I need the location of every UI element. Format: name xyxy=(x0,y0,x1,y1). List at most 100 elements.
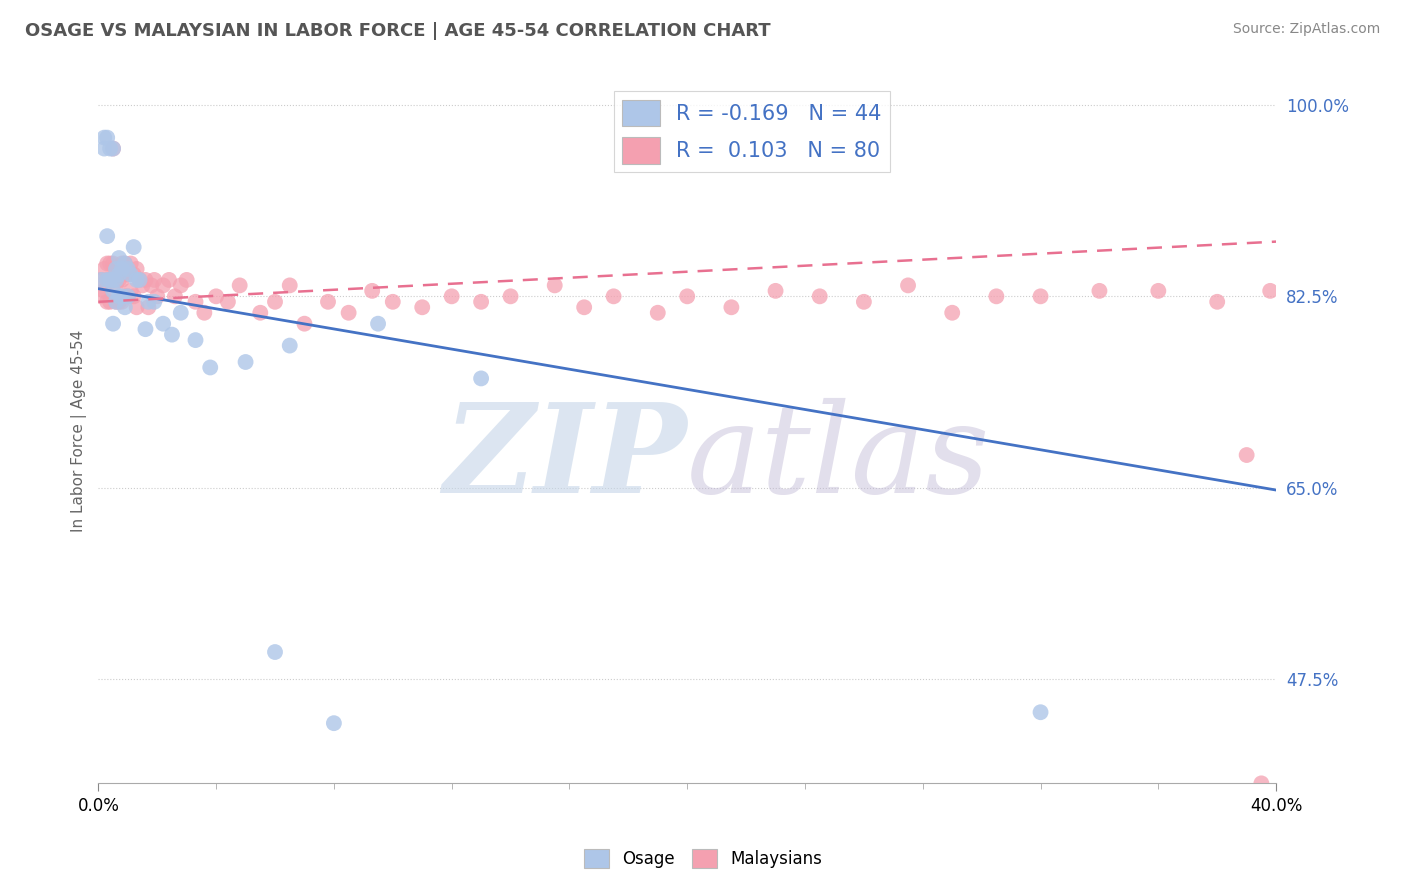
Point xyxy=(152,317,174,331)
Point xyxy=(128,273,150,287)
Point xyxy=(96,256,118,270)
Point xyxy=(101,273,124,287)
Point xyxy=(117,289,139,303)
Text: atlas: atlas xyxy=(688,398,991,519)
Point xyxy=(108,273,131,287)
Legend: Osage, Malaysians: Osage, Malaysians xyxy=(578,842,828,875)
Point xyxy=(96,130,118,145)
Point xyxy=(143,273,166,287)
Point xyxy=(1236,448,1258,462)
Point xyxy=(544,278,567,293)
Point xyxy=(941,306,963,320)
Point xyxy=(470,371,492,385)
Point xyxy=(138,294,160,309)
Point xyxy=(101,317,124,331)
Point xyxy=(411,300,433,314)
Point xyxy=(108,268,131,282)
Point xyxy=(96,273,118,287)
Point xyxy=(897,278,920,293)
Point xyxy=(98,273,121,287)
Point xyxy=(278,278,301,293)
Point xyxy=(170,278,193,293)
Point xyxy=(125,262,148,277)
Point xyxy=(986,289,1008,303)
Point xyxy=(193,306,215,320)
Point xyxy=(105,294,128,309)
Point xyxy=(765,284,787,298)
Point xyxy=(184,333,207,347)
Point xyxy=(602,289,624,303)
Point xyxy=(322,716,344,731)
Point xyxy=(808,289,831,303)
Point xyxy=(101,142,124,156)
Point xyxy=(1029,705,1052,719)
Point xyxy=(108,289,131,303)
Point xyxy=(101,142,124,156)
Point xyxy=(105,294,128,309)
Point xyxy=(720,300,742,314)
Point xyxy=(93,262,115,277)
Point xyxy=(105,278,128,293)
Point xyxy=(228,278,250,293)
Point xyxy=(205,289,228,303)
Point xyxy=(294,317,316,331)
Point xyxy=(108,294,131,309)
Point xyxy=(337,306,360,320)
Point xyxy=(120,284,142,298)
Point xyxy=(152,278,174,293)
Point xyxy=(170,306,193,320)
Point xyxy=(105,262,128,277)
Point xyxy=(98,294,121,309)
Point xyxy=(93,142,115,156)
Point xyxy=(122,289,145,303)
Point xyxy=(101,273,124,287)
Point xyxy=(117,268,139,282)
Point xyxy=(111,273,134,287)
Point xyxy=(146,289,169,303)
Point xyxy=(852,294,875,309)
Point xyxy=(1258,284,1281,298)
Point xyxy=(138,300,160,314)
Point xyxy=(93,130,115,145)
Point xyxy=(249,306,271,320)
Point xyxy=(98,142,121,156)
Point xyxy=(264,645,287,659)
Point xyxy=(381,294,404,309)
Point xyxy=(1147,284,1170,298)
Point xyxy=(361,284,384,298)
Point xyxy=(134,322,156,336)
Legend: R = -0.169   N = 44, R =  0.103   N = 80: R = -0.169 N = 44, R = 0.103 N = 80 xyxy=(614,91,890,172)
Point xyxy=(111,262,134,277)
Point xyxy=(264,294,287,309)
Point xyxy=(278,338,301,352)
Point xyxy=(134,273,156,287)
Point xyxy=(101,284,124,298)
Point xyxy=(440,289,463,303)
Point xyxy=(367,317,389,331)
Point xyxy=(96,294,118,309)
Point xyxy=(1088,284,1111,298)
Point xyxy=(117,262,139,277)
Point xyxy=(316,294,339,309)
Point xyxy=(499,289,522,303)
Point xyxy=(90,273,112,287)
Point xyxy=(163,289,186,303)
Point xyxy=(111,256,134,270)
Point xyxy=(160,327,183,342)
Point xyxy=(125,273,148,287)
Point xyxy=(117,289,139,303)
Text: ZIP: ZIP xyxy=(443,398,688,519)
Text: OSAGE VS MALAYSIAN IN LABOR FORCE | AGE 45-54 CORRELATION CHART: OSAGE VS MALAYSIAN IN LABOR FORCE | AGE … xyxy=(25,22,770,40)
Point xyxy=(120,256,142,270)
Point xyxy=(108,251,131,265)
Point xyxy=(90,289,112,303)
Point xyxy=(200,360,222,375)
Point xyxy=(765,880,787,892)
Y-axis label: In Labor Force | Age 45-54: In Labor Force | Age 45-54 xyxy=(72,329,87,532)
Point xyxy=(111,289,134,303)
Point xyxy=(90,273,112,287)
Point xyxy=(98,256,121,270)
Point xyxy=(96,229,118,244)
Point xyxy=(114,289,136,303)
Point xyxy=(108,262,131,277)
